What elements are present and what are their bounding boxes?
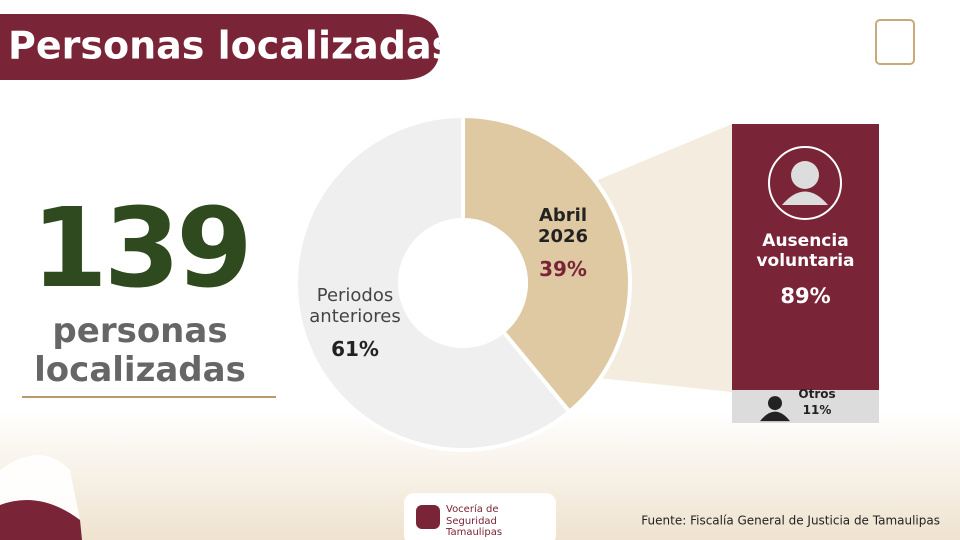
count-label: personas localizadas <box>34 311 246 391</box>
icon <box>768 146 842 220</box>
header-title: Personas localizadas <box>8 24 454 68</box>
emblem <box>875 19 915 65</box>
pie-slice <box>294 113 573 452</box>
slice-label: Abril 2026 <box>537 205 589 247</box>
bar-value: 89% <box>780 284 831 308</box>
icon <box>768 396 782 411</box>
logo-text: Vocería de Seguridad Tamaulipas <box>446 504 503 538</box>
icon <box>760 411 790 422</box>
bar-segment <box>732 390 879 423</box>
slice-value: 39% <box>539 257 587 281</box>
connector <box>598 124 732 392</box>
count: 139 <box>31 184 253 312</box>
bar-value: 11% <box>802 403 832 418</box>
decoration <box>0 500 82 540</box>
logo-box <box>404 493 556 540</box>
icon <box>782 191 828 205</box>
slice-label: Periodos anteriores <box>309 285 401 327</box>
pie-slice <box>461 113 632 415</box>
bar-label: Ausencia voluntaria <box>756 231 855 271</box>
source: Fuente: Fiscalía General de Justicia de … <box>641 514 940 528</box>
icon <box>791 161 819 189</box>
decoration <box>0 455 80 520</box>
bar-label: Otros <box>798 387 836 402</box>
header-bar <box>0 14 440 80</box>
slice-value: 61% <box>331 337 379 361</box>
logo-icon <box>416 505 440 529</box>
